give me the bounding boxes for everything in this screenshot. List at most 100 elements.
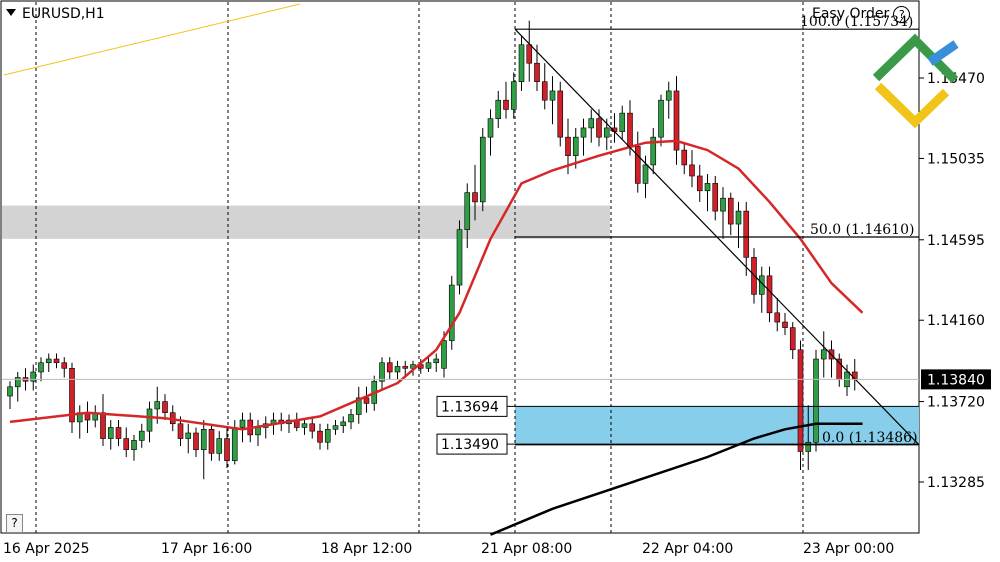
candle-body[interactable] [766,275,773,314]
symbol-title[interactable]: EURUSD,H1 [6,6,105,22]
candle-body[interactable] [185,432,192,439]
candle-body[interactable] [627,112,633,147]
candle-body[interactable] [193,432,199,450]
candle-body[interactable] [7,386,13,397]
candle-body[interactable] [789,327,796,351]
candle-body[interactable] [332,425,339,430]
candle-body[interactable] [743,210,750,258]
candle-body[interactable] [619,112,626,132]
candle-body[interactable] [162,401,168,413]
candle-body[interactable] [503,99,509,110]
candle-body[interactable] [123,438,130,450]
candle-body[interactable] [208,429,215,454]
candle-body[interactable] [704,183,711,192]
help-button[interactable]: ? [6,514,23,533]
candle-body[interactable] [131,440,137,450]
price-level-box[interactable] [436,395,508,417]
candle-body[interactable] [673,90,680,151]
candle-body[interactable] [712,183,719,212]
candle-body[interactable] [239,419,246,428]
candle-body[interactable] [14,377,21,388]
candle-body[interactable] [317,430,323,443]
candle-body[interactable] [720,197,726,212]
price-level-box[interactable] [436,433,508,455]
candle-body[interactable] [813,358,819,443]
candle-body[interactable] [441,340,447,369]
candle-body[interactable] [355,397,362,415]
candle-body[interactable] [534,62,540,82]
candle-body[interactable] [735,210,742,225]
candle-body[interactable] [797,349,804,452]
candle-body[interactable] [820,349,827,360]
candle-body[interactable] [557,90,564,138]
candle-body[interactable] [448,284,455,341]
candle-body[interactable] [642,164,649,184]
candle-body[interactable] [650,136,657,166]
candle-body[interactable] [309,423,316,432]
easy-order-label[interactable]: Easy Order [812,6,890,22]
candle-body[interactable] [472,192,478,203]
candle-body[interactable] [177,423,184,439]
candle-body[interactable] [348,414,354,423]
candle-body[interactable] [565,136,571,156]
candle-body[interactable] [805,441,812,452]
candle-body[interactable] [138,430,145,441]
zones-layer [2,205,919,445]
candle-body[interactable] [224,438,230,462]
logo-green-stroke [872,33,959,84]
candle-body[interactable] [69,367,75,423]
candle-body[interactable] [200,429,207,450]
candle-body[interactable] [588,118,595,129]
candle-body[interactable] [479,136,486,203]
candle-body[interactable] [596,118,602,138]
candle-body[interactable] [363,397,370,404]
candle-body[interactable] [495,99,502,119]
easy-order-help-icon[interactable]: ? [893,6,911,23]
candle-body[interactable] [782,321,788,328]
candle-body[interactable] [696,175,703,192]
candle-body[interactable] [324,429,331,443]
candle-body[interactable] [107,427,114,439]
candle-body[interactable] [681,149,688,166]
candle-body[interactable] [510,81,517,110]
candle-body[interactable] [100,412,106,439]
candle-body[interactable] [580,127,587,138]
candles-layer[interactable] [7,20,858,480]
candle-body[interactable] [464,192,471,230]
candle-body[interactable] [154,401,161,410]
candle-body[interactable] [379,362,385,382]
candle-body[interactable] [774,312,781,323]
candle-body[interactable] [603,127,610,138]
candle-body[interactable] [425,362,432,369]
candle-body[interactable] [634,146,641,184]
candle-body[interactable] [301,423,308,428]
candle-body[interactable] [549,90,556,101]
candle-body[interactable] [665,90,672,101]
candle-body[interactable] [572,136,579,156]
candle-body[interactable] [386,362,393,373]
candle-body[interactable] [61,362,68,369]
candle-body[interactable] [456,229,463,286]
candle-body[interactable] [541,81,548,101]
candle-body[interactable] [394,366,401,373]
candle-body[interactable] [45,358,52,364]
candle-body[interactable] [487,118,494,138]
candle-body[interactable] [658,99,664,138]
candle-body[interactable] [433,358,440,364]
candle-body[interactable] [53,358,60,364]
candle-body[interactable] [146,408,153,432]
candle-body[interactable] [727,197,734,225]
candle-body[interactable] [689,164,695,177]
candle-body[interactable] [340,421,347,426]
candle-body[interactable] [518,44,525,82]
candle-body[interactable] [38,362,44,373]
candle-body[interactable] [216,438,223,454]
candle-body[interactable] [526,44,533,64]
candle-body[interactable] [402,366,409,369]
easy-order-panel[interactable]: Easy Order? [812,6,911,23]
candle-body[interactable] [30,371,37,382]
candle-body[interactable] [255,427,261,436]
candle-body[interactable] [115,427,122,439]
candle-body[interactable] [231,427,238,462]
